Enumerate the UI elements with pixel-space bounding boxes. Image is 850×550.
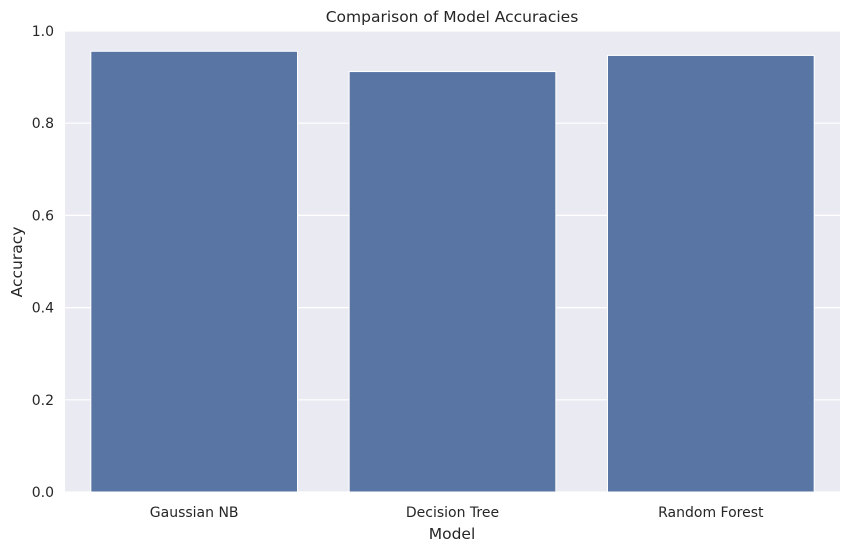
bar-decision-tree	[349, 72, 556, 492]
y-tick-label: 0.4	[32, 301, 54, 317]
x-tick-label: Decision Tree	[406, 505, 499, 521]
y-tick-label: 0.2	[32, 393, 54, 409]
x-tick-label: Gaussian NB	[150, 505, 239, 521]
bar-gaussian-nb	[91, 51, 298, 492]
chart-title: Comparison of Model Accuracies	[326, 8, 579, 26]
y-axis-ticks: 0.0 0.2 0.4 0.6 0.8 1.0	[32, 24, 54, 501]
y-tick-label: 0.0	[32, 485, 54, 501]
y-tick-label: 1.0	[32, 24, 54, 40]
x-tick-label: Random Forest	[658, 505, 764, 521]
bar-random-forest	[608, 55, 815, 492]
y-axis-title: Accuracy	[8, 227, 26, 298]
x-axis-ticks: Gaussian NB Decision Tree Random Forest	[150, 505, 764, 521]
bars	[91, 51, 814, 492]
x-axis-title: Model	[429, 525, 476, 543]
y-tick-label: 0.8	[32, 116, 54, 132]
y-tick-label: 0.6	[32, 208, 54, 224]
